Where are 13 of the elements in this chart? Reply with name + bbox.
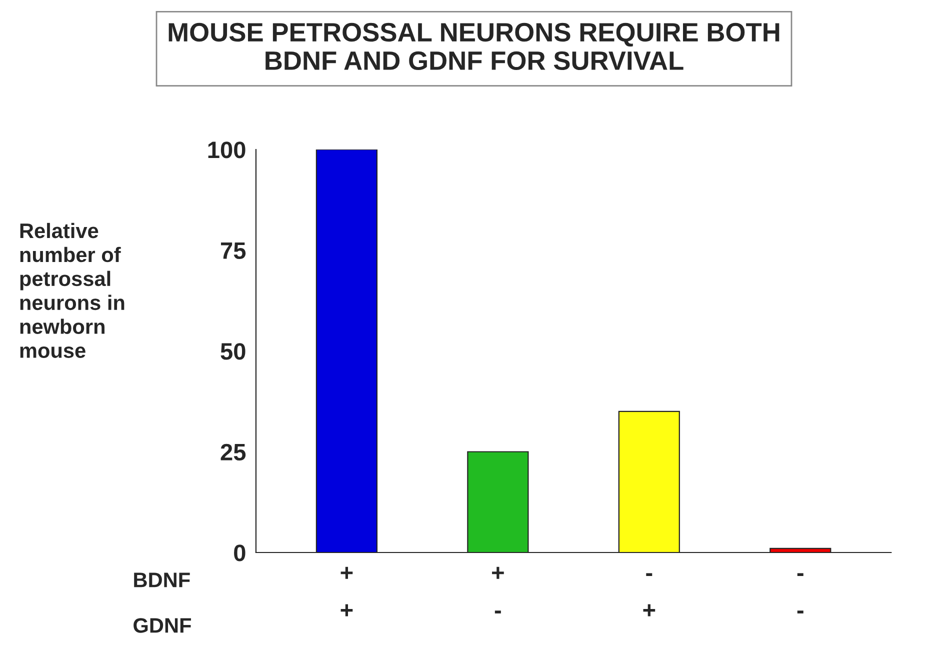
y-tick-label: 75 [220, 242, 246, 260]
y-axis-title: Relative number of petrossal neurons in newborn mouse [20, 222, 124, 358]
x-tick-label: - + [643, 573, 656, 616]
text: GDNF [134, 618, 191, 633]
x-tick-label: + + [340, 566, 353, 616]
chart-title: MOUSE PETROSSAL NEURONS REQUIRE BOTH BDNF AND GDNF FOR SURVIVAL [168, 22, 780, 70]
text: BDNF [134, 572, 190, 588]
y-tick-label: 0 [234, 544, 246, 562]
y-tick-label: 100 [208, 142, 246, 158]
category-label: + - [492, 566, 504, 614]
y-tick-label: 25 [220, 444, 246, 461]
y-tick-label: 50 [220, 343, 246, 360]
category-label: - - [797, 573, 804, 614]
